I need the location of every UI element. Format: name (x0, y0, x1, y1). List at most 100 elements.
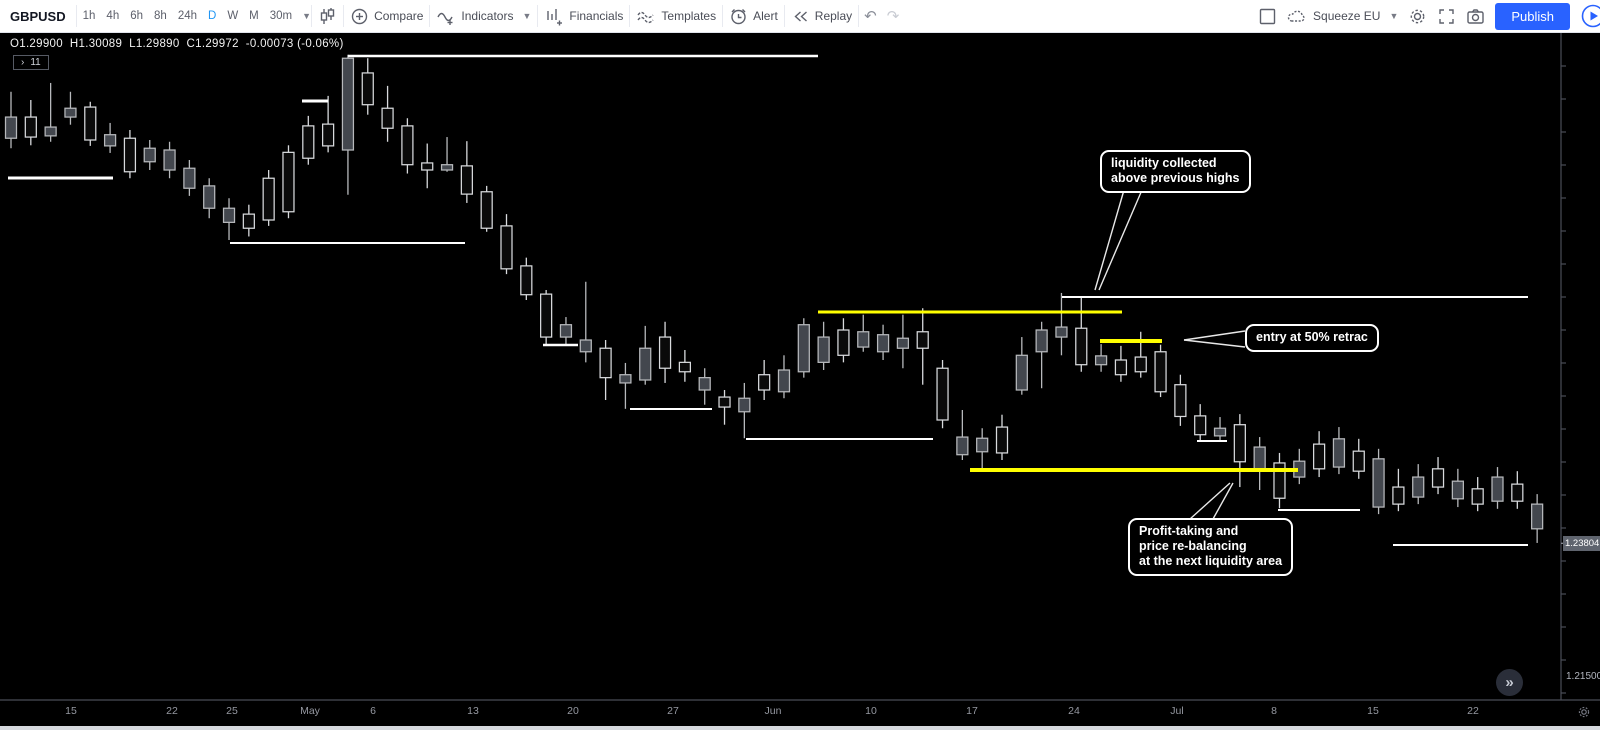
candle[interactable] (1075, 297, 1088, 372)
candle[interactable] (163, 141, 176, 179)
candle[interactable] (1471, 477, 1484, 512)
candle[interactable] (916, 308, 929, 385)
candle[interactable] (1431, 457, 1445, 495)
interval-24h[interactable]: 24h (177, 10, 197, 22)
candle[interactable] (1451, 468, 1464, 508)
candle[interactable] (1174, 374, 1187, 426)
candle[interactable] (1392, 468, 1405, 512)
candle[interactable] (1233, 414, 1246, 488)
candle[interactable] (341, 54, 355, 195)
candle[interactable] (1491, 467, 1504, 509)
candle[interactable] (1293, 448, 1306, 485)
candle[interactable] (24, 100, 37, 146)
layout-selector[interactable]: Squeeze EU ▼ (1286, 8, 1398, 24)
fullscreen-icon[interactable] (1437, 7, 1456, 26)
candle[interactable] (123, 130, 137, 179)
undo-button[interactable]: ↶ (864, 8, 877, 25)
candle[interactable] (1055, 292, 1068, 356)
candle[interactable] (718, 390, 731, 425)
candle[interactable] (242, 204, 255, 237)
candle[interactable] (183, 160, 196, 196)
compare-button[interactable]: Compare (344, 0, 429, 32)
replay-button[interactable]: Replay (785, 0, 858, 32)
candle[interactable] (876, 324, 890, 360)
camera-icon[interactable] (1466, 7, 1485, 26)
chart-style-button[interactable] (312, 0, 343, 32)
symbol-name[interactable]: GBPUSD (10, 8, 66, 24)
gear-icon[interactable] (1408, 7, 1427, 26)
candle[interactable] (1154, 344, 1167, 398)
indicators-button[interactable]: Indicators ▼ (430, 0, 537, 32)
candle[interactable] (1273, 452, 1286, 509)
candle[interactable] (758, 360, 771, 400)
candle[interactable] (440, 137, 454, 172)
candle[interactable] (1094, 344, 1108, 372)
candle[interactable] (936, 360, 949, 429)
candle[interactable] (1412, 464, 1425, 505)
candle[interactable] (1035, 321, 1048, 389)
layout-square-icon[interactable] (1259, 8, 1276, 25)
candle[interactable] (361, 58, 374, 115)
candle[interactable] (837, 318, 850, 363)
candle[interactable] (1511, 471, 1524, 509)
candle[interactable] (698, 368, 711, 405)
callout-profit-note[interactable]: Profit-taking and price re-balancing at … (1128, 518, 1294, 576)
axis-settings-gear-icon[interactable] (1577, 705, 1591, 719)
candle[interactable] (321, 95, 335, 153)
chevron-down-icon[interactable]: ▼ (302, 11, 312, 21)
interval-M[interactable]: M (249, 10, 259, 22)
candle[interactable] (995, 414, 1009, 460)
candle[interactable] (639, 325, 652, 385)
candle[interactable] (421, 143, 434, 189)
candle[interactable] (222, 198, 236, 240)
interval-30m[interactable]: 30m (269, 10, 293, 22)
candle[interactable] (619, 362, 632, 409)
candle[interactable] (1312, 431, 1326, 478)
candle[interactable] (1531, 494, 1544, 543)
candle[interactable] (262, 170, 275, 226)
scroll-right-button[interactable]: » (1496, 669, 1523, 696)
candle[interactable] (103, 122, 117, 153)
candle[interactable] (1253, 437, 1266, 490)
candle[interactable] (1372, 448, 1385, 515)
candle[interactable] (956, 410, 969, 460)
candle[interactable] (1352, 438, 1365, 479)
candle[interactable] (64, 91, 77, 125)
candle[interactable] (1134, 331, 1147, 378)
callout-entry-note[interactable]: entry at 50% retrac (1245, 324, 1379, 352)
candle[interactable] (678, 350, 692, 382)
candle[interactable] (857, 314, 870, 352)
candle[interactable] (777, 355, 791, 399)
alert-button[interactable]: Alert (723, 0, 784, 32)
candle[interactable] (579, 281, 592, 363)
drawing-lines[interactable] (8, 54, 1528, 546)
candle[interactable] (1194, 404, 1207, 440)
candle[interactable] (599, 340, 612, 400)
play-circle-icon[interactable] (1580, 3, 1600, 29)
object-tree-toggle[interactable]: › 11 (13, 55, 49, 70)
candle[interactable] (738, 382, 751, 439)
redo-button[interactable]: ↷ (886, 8, 900, 25)
candle[interactable] (143, 140, 156, 170)
candle[interactable] (302, 115, 315, 165)
interval-D[interactable]: D (208, 10, 217, 22)
interval-6h[interactable]: 6h (130, 10, 144, 22)
candle[interactable] (480, 185, 493, 232)
callout-liquidity-note[interactable]: liquidity collected above previous highs (1100, 150, 1251, 193)
candle[interactable] (520, 257, 533, 300)
candle[interactable] (282, 145, 295, 219)
interval-1h[interactable]: 1h (82, 10, 96, 22)
candle[interactable] (1114, 345, 1128, 382)
candle[interactable] (203, 178, 216, 219)
candle[interactable] (797, 318, 810, 378)
candle[interactable] (44, 82, 57, 142)
candle[interactable] (381, 85, 394, 142)
financials-button[interactable]: Financials (538, 0, 629, 32)
candle[interactable] (1332, 427, 1346, 475)
interval-4h[interactable]: 4h (106, 10, 120, 22)
templates-button[interactable]: Templates (630, 0, 722, 32)
candle[interactable] (658, 321, 672, 383)
candle[interactable] (500, 214, 513, 275)
candle[interactable] (559, 317, 573, 345)
